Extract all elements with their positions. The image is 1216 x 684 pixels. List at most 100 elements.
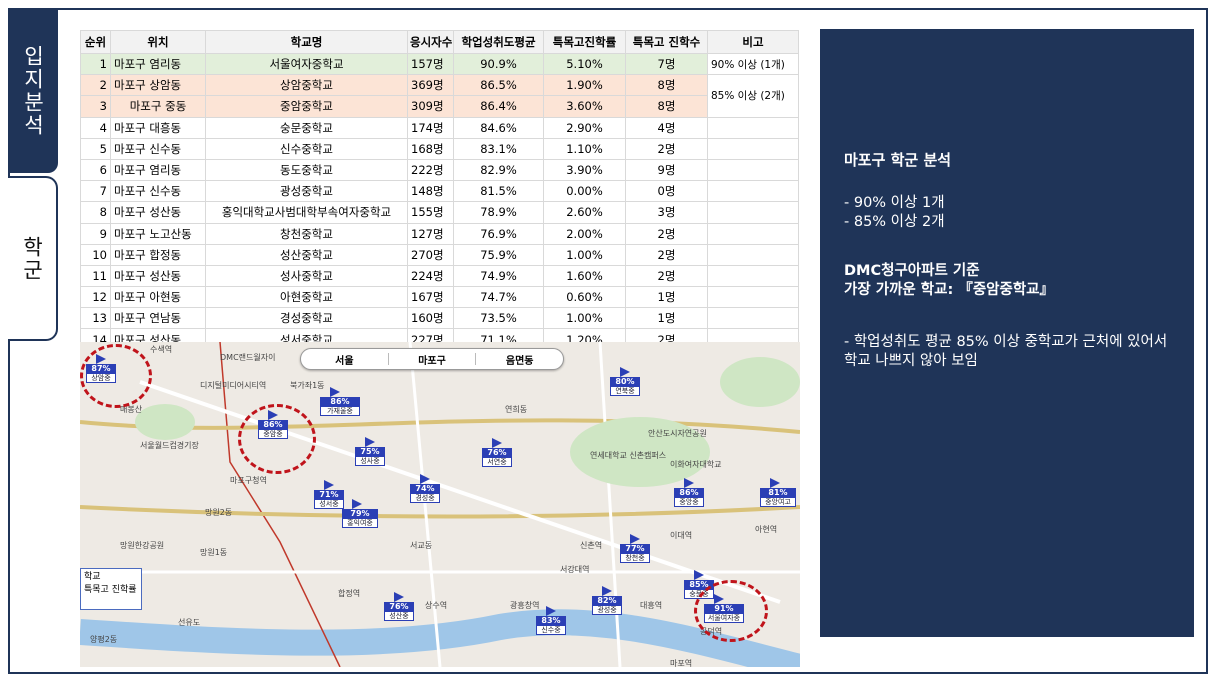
pin-rate: 86% bbox=[320, 397, 360, 406]
cell-count: 167명 bbox=[407, 286, 454, 309]
cell-rate: 1.10% bbox=[543, 137, 626, 160]
school-pin[interactable]: 80% 연북중 bbox=[610, 367, 640, 396]
pin-rate: 76% bbox=[482, 448, 512, 457]
map-label: 선유도 bbox=[178, 618, 201, 627]
map-location-city[interactable]: 서울 bbox=[335, 355, 354, 367]
cell-note bbox=[707, 201, 799, 224]
cell-count: 157명 bbox=[407, 52, 454, 76]
highlight-circle bbox=[80, 344, 152, 408]
school-pin[interactable]: 83% 신수중 bbox=[536, 606, 566, 635]
cell-location: 마포구 염리동 bbox=[110, 158, 206, 182]
school-pin[interactable]: 81% 중앙여고 bbox=[760, 478, 796, 507]
table-row: 10 마포구 합정동 성산중학교 270명 75.9% 1.00% 2명 bbox=[80, 243, 799, 266]
pin-rate: 80% bbox=[610, 377, 640, 386]
cell-rank: 5 bbox=[80, 137, 111, 160]
cell-rank: 4 bbox=[80, 116, 111, 139]
pin-rate: 75% bbox=[355, 447, 385, 456]
map-location-dong[interactable]: 음면동 bbox=[505, 355, 534, 367]
school-pin[interactable]: 76% 서연중 bbox=[482, 438, 512, 467]
header-rank: 순위 bbox=[80, 30, 111, 54]
map-label: DMC랜드월자이 bbox=[220, 353, 276, 362]
cell-avg: 74.7% bbox=[453, 286, 544, 309]
flag-icon bbox=[352, 499, 362, 509]
pin-rate: 86% bbox=[674, 488, 704, 497]
cell-school: 창천중학교 bbox=[205, 222, 408, 245]
map-label: 합정역 bbox=[338, 589, 361, 598]
pin-school: 경성중 bbox=[410, 493, 440, 503]
pin-rate: 76% bbox=[384, 602, 414, 611]
cell-rank: 2 bbox=[80, 74, 111, 97]
school-pin[interactable]: 79% 홍익여중 bbox=[342, 499, 378, 528]
cell-count: 155명 bbox=[407, 201, 454, 224]
cell-note bbox=[707, 137, 799, 160]
map-label: 연희동 bbox=[505, 405, 528, 414]
map-location-bar[interactable]: 서울 마포구 음면동 bbox=[300, 348, 564, 370]
school-ranking-table: 순위 위치 학교명 응시자수 학업성취도평균 특목고진학률 특목고 진학수 비고… bbox=[80, 30, 799, 351]
pin-school: 신수중 bbox=[536, 625, 566, 635]
cell-note: 90% 이상 (1개) bbox=[707, 52, 799, 76]
header-location: 위치 bbox=[110, 30, 206, 54]
school-pin[interactable]: 77% 창천중 bbox=[620, 534, 650, 563]
map-location-district[interactable]: 마포구 bbox=[418, 355, 446, 367]
pin-school: 창천중 bbox=[620, 553, 650, 563]
school-pin[interactable]: 74% 경성중 bbox=[410, 474, 440, 503]
map-label: 서교동 bbox=[410, 541, 433, 550]
cell-count: 369명 bbox=[407, 74, 454, 97]
school-pin[interactable]: 75% 성사중 bbox=[355, 437, 385, 466]
cell-note bbox=[707, 222, 799, 245]
cell-location: 마포구 상암동 bbox=[110, 74, 206, 97]
cell-location: 마포구 중동 bbox=[110, 95, 206, 118]
table-row: 11 마포구 성산동 성사중학교 224명 74.9% 1.60% 2명 bbox=[80, 264, 799, 288]
pin-school: 연북중 bbox=[610, 386, 640, 396]
map-label: 마포구청역 bbox=[230, 476, 267, 485]
cell-avg: 90.9% bbox=[453, 52, 544, 76]
panel-sub-nearest: 가장 가까운 학교: 『중암중학교』 bbox=[844, 282, 1055, 298]
cell-num: 8명 bbox=[625, 95, 708, 118]
cell-rank: 3 bbox=[80, 95, 111, 118]
cell-count: 127명 bbox=[407, 222, 454, 245]
school-pin[interactable]: 76% 성산중 bbox=[384, 592, 414, 621]
map-label: 안산도시자연공원 bbox=[648, 429, 707, 438]
map-label: 망원한강공원 bbox=[120, 541, 165, 550]
cell-count: 148명 bbox=[407, 180, 454, 203]
cell-num: 0명 bbox=[625, 180, 708, 203]
cell-num: 2명 bbox=[625, 222, 708, 245]
cell-note: 85% 이상 (2개) bbox=[707, 74, 799, 118]
flag-icon bbox=[330, 387, 340, 397]
map-legend: 학교 특목고 진학률 bbox=[80, 568, 142, 610]
map-label: 북가좌1동 bbox=[290, 381, 325, 390]
school-pin[interactable]: 86% 가재울중 bbox=[320, 387, 360, 416]
cell-avg: 86.5% bbox=[453, 74, 544, 97]
highlight-circle bbox=[238, 404, 316, 474]
cell-location: 마포구 성산동 bbox=[110, 201, 206, 224]
map-label: 신촌역 bbox=[580, 541, 603, 550]
table-row: 1 마포구 염리동 서울여자중학교 157명 90.9% 5.10% 7명 90… bbox=[80, 52, 799, 76]
cell-location: 마포구 신수동 bbox=[110, 180, 206, 203]
flag-icon bbox=[770, 478, 780, 488]
pin-rate: 74% bbox=[410, 484, 440, 493]
cell-school: 아현중학교 bbox=[205, 286, 408, 309]
cell-rate: 2.00% bbox=[543, 222, 626, 245]
school-pin[interactable]: 86% 중앙중 bbox=[674, 478, 704, 507]
cell-note bbox=[707, 307, 799, 330]
cell-avg: 84.6% bbox=[453, 116, 544, 139]
flag-icon bbox=[684, 478, 694, 488]
cell-rate: 1.00% bbox=[543, 243, 626, 266]
table-row: 3 마포구 중동 중암중학교 309명 86.4% 3.60% 8명 bbox=[80, 95, 799, 118]
school-pin[interactable]: 82% 광성중 bbox=[592, 586, 622, 615]
map-label: 아현역 bbox=[755, 525, 778, 534]
district-map[interactable]: 서울 마포구 음면동 수색역 DMC랜드월자이 디지털미디어시티역 북가좌1동 … bbox=[80, 342, 800, 667]
map-label: 망원1동 bbox=[200, 548, 228, 557]
school-pin[interactable]: 71% 성서중 bbox=[314, 480, 344, 509]
pin-school: 중앙여고 bbox=[760, 497, 796, 507]
pin-school: 중앙중 bbox=[674, 497, 704, 507]
flag-icon bbox=[394, 592, 404, 602]
tab-school-district[interactable]: 학군 bbox=[8, 176, 58, 341]
cell-note bbox=[707, 116, 799, 139]
tab-location-analysis[interactable]: 입지분석 bbox=[8, 8, 58, 173]
cell-school: 광성중학교 bbox=[205, 180, 408, 203]
cell-location: 마포구 연남동 bbox=[110, 307, 206, 330]
cell-count: 222명 bbox=[407, 158, 454, 182]
cell-num: 4명 bbox=[625, 116, 708, 139]
table-row: 13 마포구 연남동 경성중학교 160명 73.5% 1.00% 1명 bbox=[80, 307, 799, 330]
